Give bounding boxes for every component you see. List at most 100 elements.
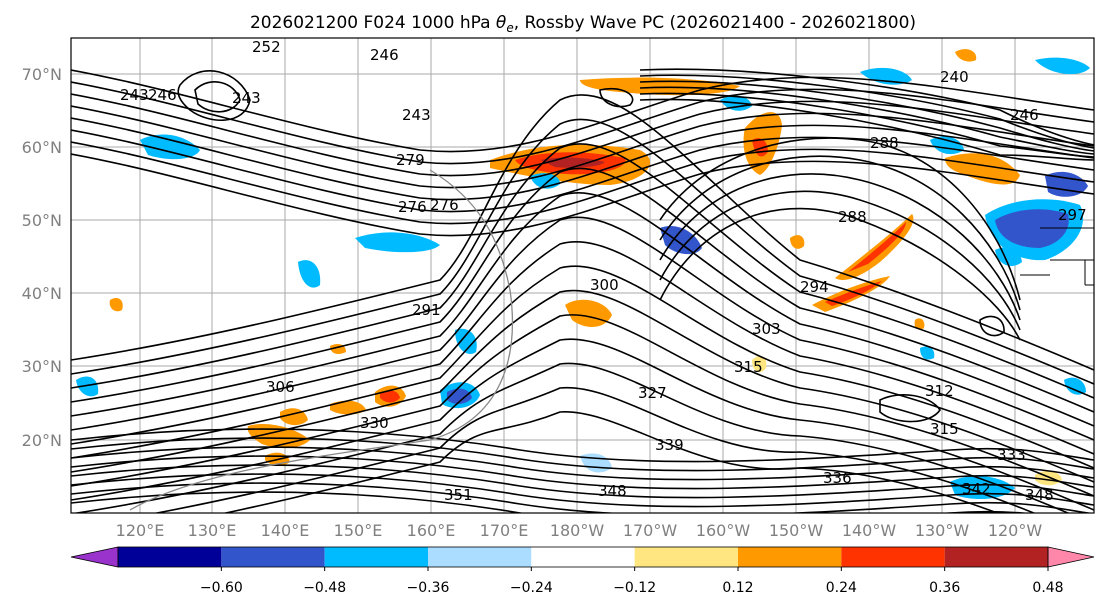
longitude-label: 130°E xyxy=(188,521,237,540)
longitude-label: 170°E xyxy=(480,521,529,540)
map-frame xyxy=(70,37,1095,514)
colorbar-tick-labels: −0.60 −0.48 −0.36 −0.24 −0.12 0.12 0.24 0.36 0.4… xyxy=(200,567,1064,596)
positive-anomaly-patch xyxy=(330,400,366,415)
contour-label: 315 xyxy=(930,420,959,438)
latitude-label: 60°N xyxy=(22,138,62,157)
contour-label: 294 xyxy=(800,278,829,296)
map-background xyxy=(71,38,1094,513)
contour-label: 246 xyxy=(370,46,399,64)
latitude-label: 70°N xyxy=(22,65,62,84)
colorbar-tick-label: 0.36 xyxy=(929,580,960,596)
positive-anomaly-patch xyxy=(790,235,805,249)
colorbar xyxy=(70,546,1095,568)
latitude-labels: 20°N 30°N 40°N 50°N 60°N 70°N xyxy=(22,65,62,450)
colorbar-segment xyxy=(531,547,635,567)
colorbar-segment xyxy=(118,547,222,567)
negative-anomaly-patch xyxy=(995,247,1022,266)
contour-label: 243 xyxy=(402,106,431,124)
colorbar-segment xyxy=(428,547,532,567)
longitude-label: 120°W xyxy=(988,521,1043,540)
colorbar-segment xyxy=(841,547,945,567)
negative-anomaly-patch xyxy=(76,376,99,397)
contour-label: 288 xyxy=(870,134,899,152)
contour-label: 240 xyxy=(940,68,969,86)
longitude-label: 150°E xyxy=(334,521,383,540)
latitude-label: 20°N xyxy=(22,431,62,450)
contour-label: 288 xyxy=(838,208,867,226)
contour-label: 276 xyxy=(398,198,427,216)
latitude-label: 40°N xyxy=(22,284,62,303)
contour-label: 291 xyxy=(412,301,441,319)
colorbar-segment xyxy=(738,547,842,567)
contour-label: 246 xyxy=(148,86,177,104)
colorbar-tick-label: 0.48 xyxy=(1032,580,1063,596)
contour-label: 312 xyxy=(925,382,954,400)
negative-anomaly-patch xyxy=(920,346,935,360)
colorbar-frame xyxy=(117,546,1049,568)
colorbar-tick-label: −0.60 xyxy=(200,580,243,596)
contour-label: 351 xyxy=(444,486,473,504)
colorbar-tick-label: 0.24 xyxy=(826,580,857,596)
positive-anomaly-patch xyxy=(109,298,123,312)
positive-anomaly-patch xyxy=(752,355,767,373)
longitude-label: 140°W xyxy=(842,521,897,540)
colorbar-tick-label: 0.12 xyxy=(722,580,753,596)
longitude-label: 120°E xyxy=(116,521,165,540)
negative-anomaly-patch xyxy=(995,209,1069,248)
contour-label: 327 xyxy=(638,384,667,402)
negative-anomaly-patch xyxy=(1045,171,1088,197)
longitude-labels: 120°E 130°E 140°E 150°E 160°E 170°E 180°W 170°W… xyxy=(116,521,1043,540)
contour-label: 342 xyxy=(962,480,991,498)
positive-anomaly-patch xyxy=(955,49,977,62)
colorbar-tick-label: −0.12 xyxy=(613,580,656,596)
contour-label: 306 xyxy=(266,378,295,396)
longitude-label: 160°E xyxy=(407,521,456,540)
latitude-label: 30°N xyxy=(22,357,62,376)
contour-label: 243 xyxy=(232,89,261,107)
colorbar-extend-max xyxy=(1047,546,1095,568)
negative-anomaly-patch xyxy=(455,328,477,354)
longitude-label: 130°W xyxy=(915,521,970,540)
contour-label: 330 xyxy=(360,414,389,432)
colorbar-tick-label: −0.36 xyxy=(407,580,450,596)
negative-anomaly-patch xyxy=(860,67,912,85)
colorbar-tick-label: −0.24 xyxy=(510,580,553,596)
contour-label: 243 xyxy=(120,86,149,104)
contour-label: 276 xyxy=(430,196,459,214)
contour-label: 333 xyxy=(997,446,1026,464)
longitude-label: 150°W xyxy=(769,521,824,540)
colorbar-segment xyxy=(324,547,428,567)
contour-label: 336 xyxy=(823,469,852,487)
colorbar-segment xyxy=(221,547,325,567)
contour-label: 303 xyxy=(752,320,781,338)
negative-anomaly-patch xyxy=(660,226,702,255)
longitude-label: 160°W xyxy=(696,521,751,540)
contour-label: 315 xyxy=(734,358,763,376)
contour-label: 246 xyxy=(1010,106,1039,124)
negative-anomaly-patch xyxy=(1035,57,1090,75)
latitude-label: 50°N xyxy=(22,211,62,230)
figure-title: 2026021200 F024 1000 hPa θe, Rossby Wave… xyxy=(250,13,916,35)
political-boundaries xyxy=(1020,227,1094,286)
theta-e-contours xyxy=(71,68,1094,513)
colorbar-tick-label: −0.48 xyxy=(303,580,346,596)
contour-label: 279 xyxy=(396,151,425,169)
longitude-label: 140°E xyxy=(261,521,310,540)
positive-anomaly-patch xyxy=(945,153,1020,185)
negative-anomaly-patch xyxy=(1064,377,1086,395)
positive-anomaly-patch xyxy=(825,281,882,306)
contour-label: 339 xyxy=(655,436,684,454)
negative-anomaly-patch xyxy=(140,134,200,160)
positive-anomaly-patch xyxy=(835,214,914,281)
positive-anomaly-patch xyxy=(914,318,925,330)
colorbar-extend-min xyxy=(70,546,119,568)
contour-label: 348 xyxy=(598,482,627,500)
positive-anomaly-patch xyxy=(380,390,400,403)
contour-label: 300 xyxy=(590,276,619,294)
contour-label: 252 xyxy=(252,38,281,56)
longitude-label: 180°W xyxy=(550,521,605,540)
colorbar-segment xyxy=(634,547,738,567)
